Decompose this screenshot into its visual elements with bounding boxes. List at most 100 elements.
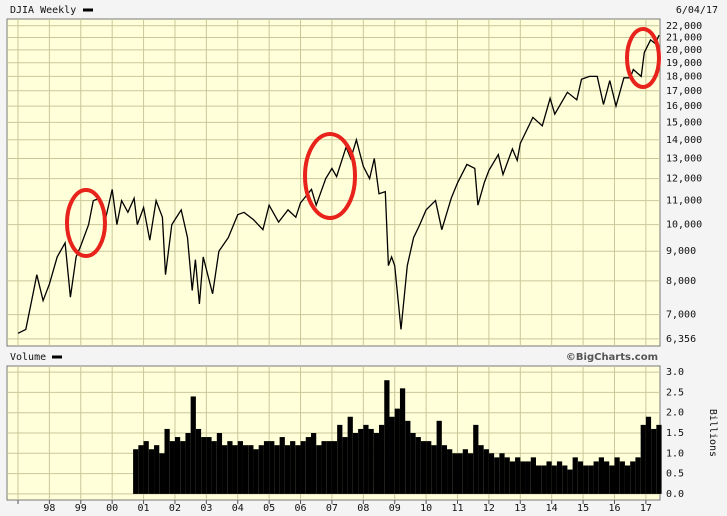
volume-bar [133, 449, 139, 494]
volume-bar [190, 396, 196, 494]
volume-bar [389, 416, 395, 494]
volume-bar [274, 445, 280, 494]
volume-bar [379, 424, 385, 494]
y-tick-label: 15,000 [666, 117, 702, 128]
volume-bar [567, 469, 573, 494]
volume-bar [405, 420, 411, 494]
volume-bar [525, 461, 531, 494]
volume-bar [609, 465, 615, 494]
volume-bar [174, 437, 181, 494]
volume-bar [337, 424, 343, 494]
volume-bar [447, 449, 453, 494]
volume-bar [159, 453, 165, 494]
volume-bar [431, 445, 437, 494]
x-tick-label: 13 [514, 503, 526, 514]
volume-bar [473, 424, 479, 494]
y-axis-label: Billions [707, 409, 718, 457]
volume-bar [258, 445, 264, 494]
volume-bar [619, 461, 625, 494]
volume-bar [551, 465, 557, 494]
volume-bar [598, 457, 605, 494]
volume-bar [248, 445, 254, 494]
volume-bar [284, 445, 291, 494]
legend-label: DJIA Weekly [10, 5, 76, 16]
x-tick-label: 10 [420, 503, 432, 514]
x-tick-label: 16 [608, 503, 620, 514]
x-tick-label: 15 [577, 503, 589, 514]
y-tick-label: 10,000 [666, 220, 702, 231]
volume-bar [279, 437, 285, 494]
y-tick-label: 0.0 [666, 489, 684, 500]
volume-bar [237, 441, 243, 494]
annotation: ©BigCharts.com [566, 352, 658, 363]
volume-bar [604, 461, 610, 494]
highlight-circle [625, 27, 661, 89]
volume-bar [515, 457, 521, 494]
volume-bar [295, 445, 301, 494]
y-tick-label: 2.0 [666, 408, 684, 419]
y-tick-label: 12,000 [666, 174, 702, 185]
legend-label: Volume [10, 352, 46, 363]
volume-bar [384, 380, 390, 494]
y-tick-label: 16,000 [666, 101, 702, 112]
volume-bar [358, 428, 364, 494]
volume-bar [211, 441, 217, 494]
volume-bar [410, 433, 416, 494]
y-tick-label: 21,000 [666, 33, 702, 44]
volume-bar [535, 465, 542, 494]
volume-bar [222, 445, 228, 494]
volume-bar [180, 441, 186, 494]
y-tick-label: 1.0 [666, 448, 684, 459]
x-tick-label: 08 [357, 503, 369, 514]
volume-bar [546, 461, 552, 494]
volume-bar [656, 424, 662, 494]
x-tick-label: 12 [483, 503, 495, 514]
x-tick-label: 17 [640, 503, 652, 514]
x-tick-label: 05 [263, 503, 275, 514]
volume-bar [143, 441, 149, 494]
volume-bar [640, 424, 646, 494]
x-tick-label: 14 [546, 503, 558, 514]
volume-bar [185, 433, 191, 494]
marks: 6,356 7,000 8,000 9,000 10,000 11,000 12,000 13… [7, 19, 702, 514]
volume-bar [321, 441, 327, 494]
volume-bar [504, 457, 510, 494]
volume-bar [305, 437, 312, 494]
highlight-circle [303, 132, 357, 220]
y-tick-label: 8,000 [666, 276, 696, 287]
volume-bar [242, 445, 249, 494]
volume-bar [269, 441, 275, 494]
y-tick-label: 1.5 [666, 428, 684, 439]
y-tick-label: 3.0 [666, 367, 684, 378]
volume-bar [583, 465, 589, 494]
volume-bar [499, 453, 505, 494]
volume-bar [483, 449, 489, 494]
y-tick-label: 14,000 [666, 135, 702, 146]
x-tick-label: 11 [451, 503, 463, 514]
volume-bar [232, 445, 238, 494]
highlight-circle [65, 188, 107, 258]
volume-bar [494, 457, 500, 494]
volume-bar [148, 449, 155, 494]
y-tick-label: 18,000 [666, 71, 702, 82]
volume-bar [577, 461, 584, 494]
volume-bar [624, 465, 631, 494]
x-tick-label: 02 [169, 503, 181, 514]
x-tick-label: 04 [232, 503, 244, 514]
volume-bar [630, 461, 636, 494]
volume-bar [645, 416, 652, 494]
volume-bar [441, 445, 448, 494]
volume-bar [635, 457, 641, 494]
volume-bar [488, 453, 495, 494]
volume-bar [169, 441, 175, 494]
volume-bar [368, 428, 374, 494]
x-tick-label: 98 [43, 503, 55, 514]
y-tick-label: 20,000 [666, 45, 702, 56]
price-panel [6, 18, 661, 347]
x-tick-label: 09 [389, 503, 401, 514]
volume-bar [415, 437, 421, 494]
volume-bar [331, 441, 338, 494]
x-tick-label: 01 [138, 503, 150, 514]
x-tick-label: 06 [295, 503, 307, 514]
